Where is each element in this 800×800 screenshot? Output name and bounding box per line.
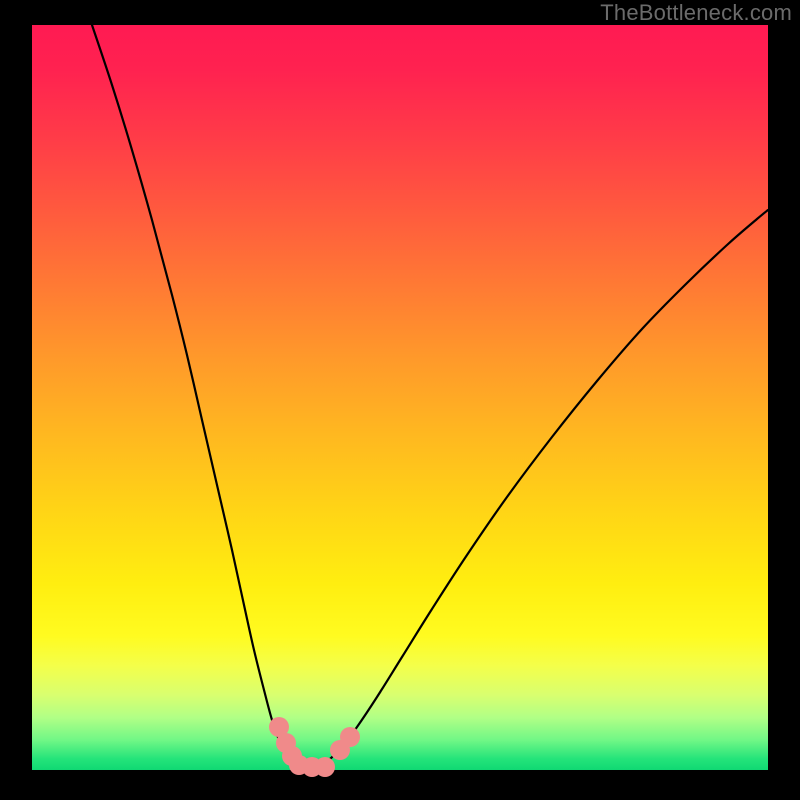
- curve-marker: [315, 757, 335, 777]
- chart-canvas: TheBottleneck.com: [0, 0, 800, 800]
- bottleneck-curve-plot: [0, 0, 800, 800]
- curve-marker: [340, 727, 360, 747]
- watermark-text: TheBottleneck.com: [600, 0, 792, 26]
